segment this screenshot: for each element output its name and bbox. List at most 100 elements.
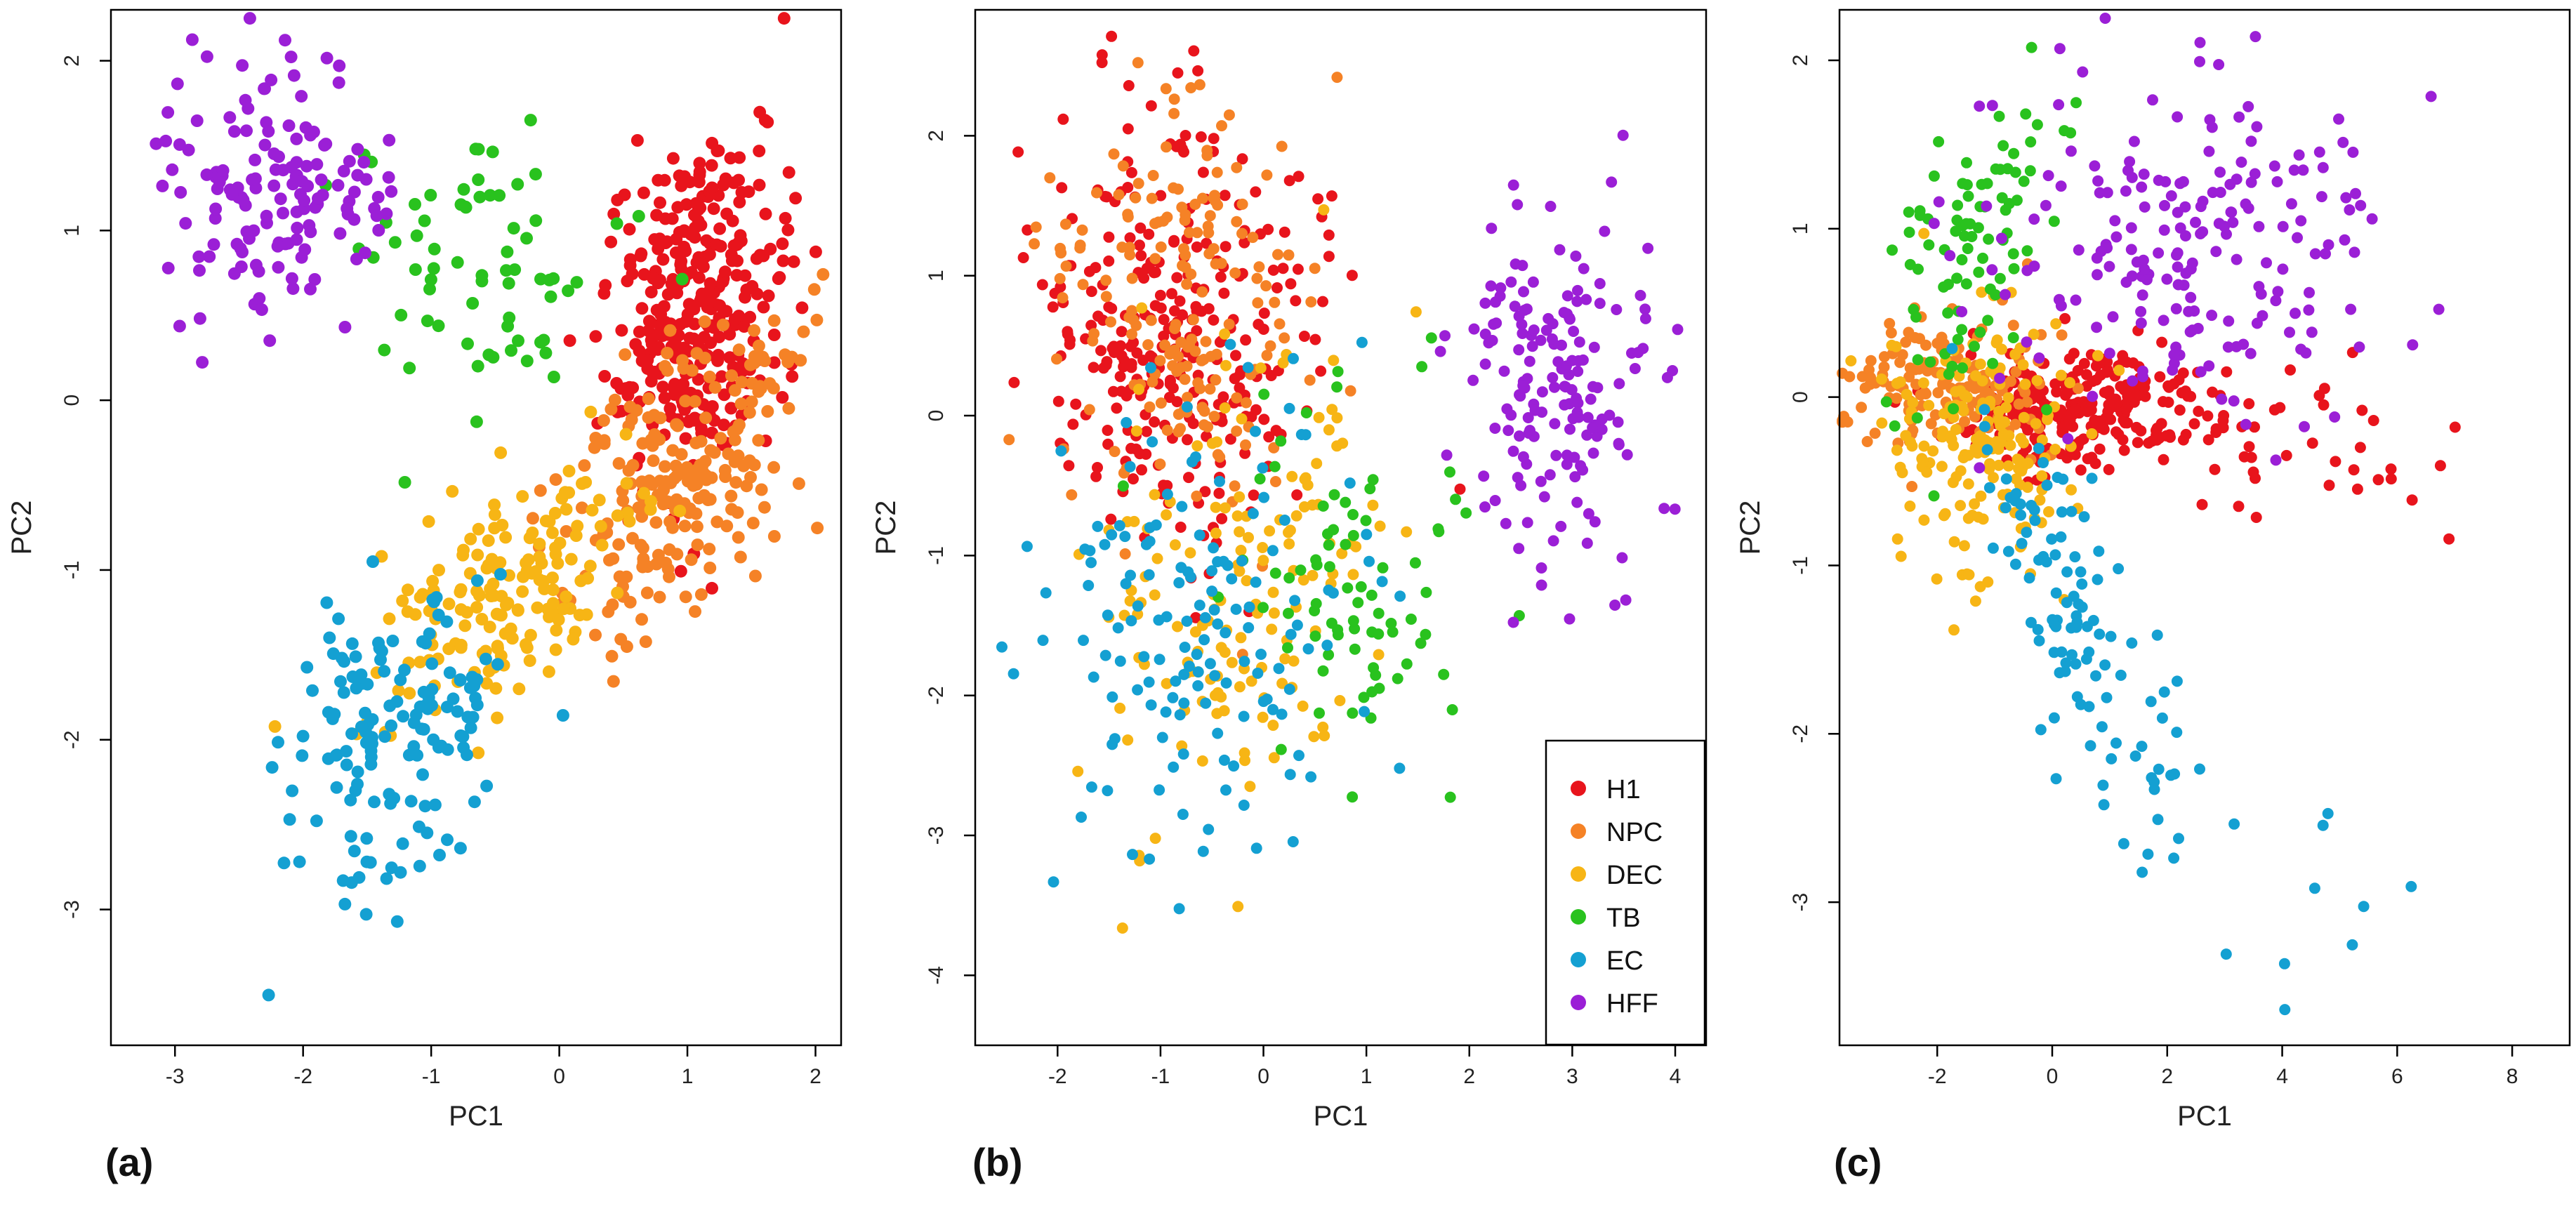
data-point <box>1219 502 1231 514</box>
data-point <box>1279 653 1291 665</box>
data-point <box>529 214 543 227</box>
data-point <box>1216 512 1228 524</box>
y-tick-label: -3 <box>925 826 948 845</box>
data-point <box>746 517 760 530</box>
data-point <box>744 470 757 484</box>
data-point <box>1210 501 1222 513</box>
data-point <box>494 568 507 581</box>
data-point <box>1585 393 1597 405</box>
data-point <box>1569 471 1581 483</box>
data-point <box>2366 213 2378 225</box>
data-point <box>1319 730 1330 741</box>
data-point <box>1550 449 1562 461</box>
data-point <box>1283 538 1295 550</box>
data-point <box>1106 529 1118 541</box>
series-ec <box>996 336 1406 915</box>
data-point <box>2222 341 2234 353</box>
y-axis-label: PC2 <box>871 501 901 555</box>
data-point <box>2087 390 2099 402</box>
data-point <box>1409 557 1421 569</box>
data-point <box>1003 434 1015 446</box>
data-point <box>409 198 421 211</box>
data-point <box>1976 286 1988 298</box>
data-point <box>1208 133 1220 145</box>
data-point <box>2037 457 2049 468</box>
data-point <box>2094 187 2106 199</box>
data-point <box>1189 626 1201 638</box>
data-point <box>1331 381 1343 393</box>
data-point <box>1495 282 1507 294</box>
y-tick-label: 2 <box>1789 55 1812 67</box>
data-point <box>2202 410 2214 422</box>
data-point <box>2118 444 2130 456</box>
data-point <box>1979 421 1990 432</box>
data-point <box>2226 206 2238 218</box>
data-point <box>767 461 781 474</box>
data-point <box>1915 389 1927 401</box>
data-point <box>2111 231 2122 243</box>
data-point <box>2075 464 2087 476</box>
data-point <box>608 393 621 406</box>
data-point <box>1609 600 1621 611</box>
data-point <box>2271 176 2283 187</box>
data-point <box>2243 202 2254 214</box>
data-point <box>1501 403 1513 415</box>
data-point <box>1370 669 1382 681</box>
y-axis-label: PC2 <box>1735 501 1766 555</box>
data-point <box>748 350 761 363</box>
data-point <box>1130 425 1142 437</box>
data-point <box>185 33 199 46</box>
data-point <box>1911 412 1923 424</box>
data-point <box>1133 383 1144 395</box>
data-point <box>1246 675 1257 687</box>
data-point <box>1239 656 1250 668</box>
data-point <box>734 550 747 564</box>
data-point <box>1114 519 1125 531</box>
data-point <box>678 341 691 355</box>
data-point <box>1928 218 1940 230</box>
data-point <box>1340 538 1352 550</box>
data-point <box>723 351 737 364</box>
data-point <box>1114 655 1126 667</box>
data-point <box>704 444 718 457</box>
data-point <box>751 287 764 300</box>
data-point <box>372 224 385 237</box>
data-point <box>2070 97 2082 109</box>
data-point <box>209 202 223 216</box>
data-point <box>1305 771 1317 783</box>
x-tick-label: 2 <box>2161 1065 2173 1088</box>
data-point <box>1526 340 1538 352</box>
data-point <box>753 145 766 158</box>
data-point <box>315 173 328 187</box>
data-point <box>560 525 573 538</box>
data-point <box>725 369 738 383</box>
data-point <box>359 246 371 260</box>
data-point <box>1217 555 1229 567</box>
data-point <box>752 339 765 352</box>
data-point <box>343 154 356 168</box>
data-point <box>567 633 580 646</box>
data-point <box>1573 411 1585 423</box>
data-point <box>1168 93 1180 105</box>
data-point <box>513 682 526 696</box>
data-point <box>1197 845 1209 857</box>
data-point <box>2216 393 2228 405</box>
data-point <box>1444 791 1456 803</box>
data-point <box>2143 437 2155 449</box>
y-tick-label: 2 <box>925 130 948 142</box>
data-point <box>337 686 350 699</box>
data-point <box>1096 57 1108 69</box>
data-point <box>1212 618 1224 630</box>
data-point <box>2092 350 2103 362</box>
data-point <box>1203 227 1215 239</box>
data-point <box>470 574 484 588</box>
data-point <box>209 212 222 225</box>
data-point <box>2261 257 2272 269</box>
data-point <box>732 531 745 544</box>
data-point <box>1208 192 1220 204</box>
data-point <box>2137 254 2149 266</box>
data-point <box>1102 438 1114 450</box>
data-point <box>1124 249 1136 260</box>
data-point <box>1510 258 1521 270</box>
data-point <box>1907 397 1919 409</box>
